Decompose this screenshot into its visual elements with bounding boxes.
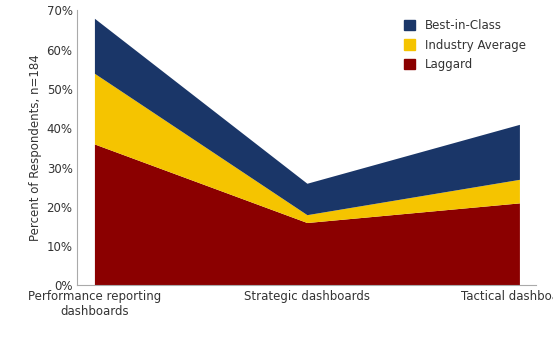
Legend: Best-in-Class, Industry Average, Laggard: Best-in-Class, Industry Average, Laggard [404,19,526,71]
Y-axis label: Percent of Respondents, n=184: Percent of Respondents, n=184 [29,55,43,241]
